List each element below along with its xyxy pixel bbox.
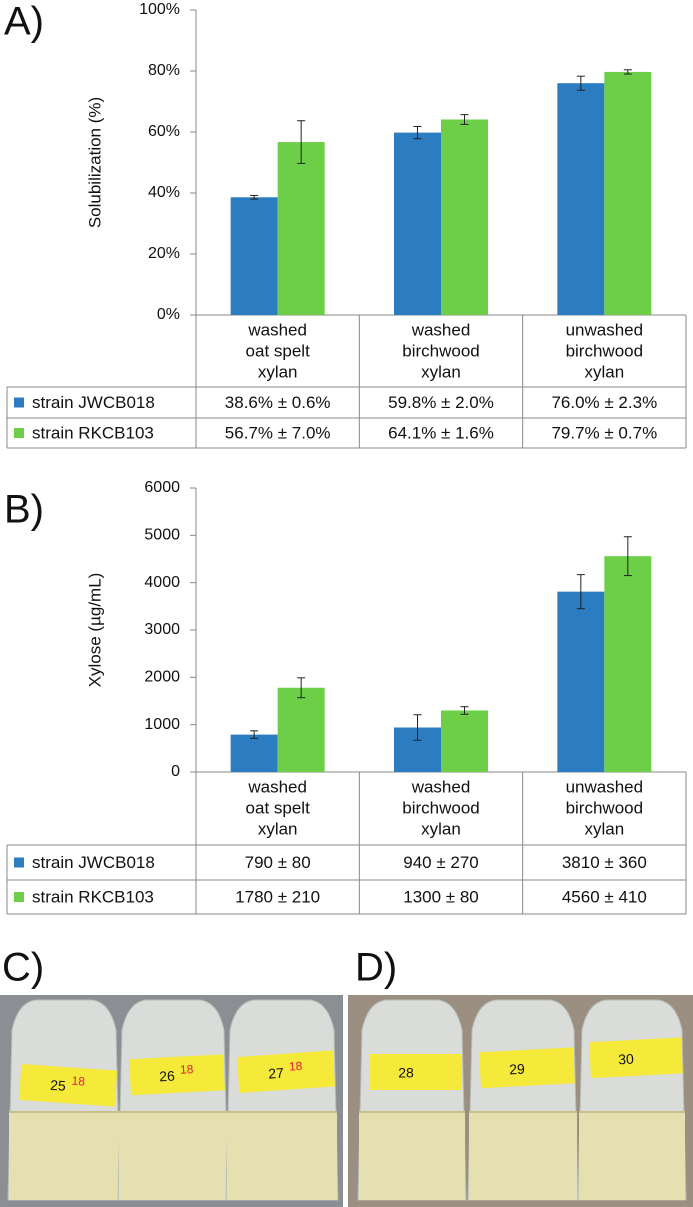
x-category-label: washed xyxy=(411,777,471,796)
y-axis-title: Solubilization (%) xyxy=(85,97,104,228)
legend-swatch xyxy=(14,892,24,902)
x-category-label: birchwood xyxy=(566,798,644,817)
table-value: 79.7% ± 0.7% xyxy=(551,423,657,442)
tube-number: 27 xyxy=(268,1065,285,1082)
tube-number: 26 xyxy=(159,1068,176,1085)
table-value: 790 ± 80 xyxy=(245,853,311,872)
liquid xyxy=(227,1112,337,1200)
legend-label: strain RKCB103 xyxy=(32,887,154,906)
tube-label: 28 xyxy=(370,1054,462,1090)
tube-label: 29 xyxy=(479,1047,575,1089)
y-tick-label: 100% xyxy=(139,1,180,18)
tube-label: 30 xyxy=(589,1037,683,1079)
y-axis-title: Xylose (µg/mL) xyxy=(85,573,104,688)
y-tick-label: 0% xyxy=(157,306,180,323)
label-paper xyxy=(129,1054,225,1096)
tube-number: 30 xyxy=(618,1051,635,1068)
table-value: 3810 ± 360 xyxy=(562,853,647,872)
y-tick-label: 40% xyxy=(148,184,180,201)
table-value: 76.0% ± 2.3% xyxy=(551,393,657,412)
tube-label: 25 18 xyxy=(18,1063,118,1107)
x-category-label: birchwood xyxy=(402,798,480,817)
y-tick-label: 3000 xyxy=(144,621,180,638)
label-paper xyxy=(589,1037,683,1079)
x-category-label: xylan xyxy=(421,362,461,381)
y-tick-label: 20% xyxy=(148,245,180,262)
label-paper xyxy=(370,1054,462,1090)
label-paper xyxy=(236,1050,336,1094)
panel-label: C) xyxy=(2,946,44,990)
liquid xyxy=(359,1112,465,1200)
y-tick-label: 4000 xyxy=(144,574,180,591)
table-value: 940 ± 270 xyxy=(403,853,479,872)
legend-label: strain RKCB103 xyxy=(32,423,154,442)
table-value: 59.8% ± 2.0% xyxy=(388,393,494,412)
bar xyxy=(277,142,325,315)
bar xyxy=(230,734,278,772)
tube-label: 26 18 xyxy=(129,1054,225,1096)
x-category-label: xylan xyxy=(258,819,298,838)
bar xyxy=(277,687,325,772)
x-category-label: washed xyxy=(247,320,307,339)
legend-swatch xyxy=(14,397,24,408)
table-value: 64.1% ± 1.6% xyxy=(388,423,494,442)
panel-label: D) xyxy=(355,946,397,990)
bar xyxy=(441,119,488,316)
y-tick-label: 1000 xyxy=(144,716,180,733)
x-category-label: xylan xyxy=(258,362,298,381)
tube-note: 18 xyxy=(180,1062,194,1077)
x-category-label: washed xyxy=(247,777,307,796)
y-tick-label: 80% xyxy=(148,62,180,79)
x-category-label: xylan xyxy=(584,362,624,381)
legend-swatch xyxy=(14,428,24,438)
label-paper xyxy=(18,1063,118,1107)
bar xyxy=(441,710,488,772)
x-category-label: oat spelt xyxy=(246,341,311,360)
label-paper xyxy=(479,1047,575,1089)
x-category-label: washed xyxy=(411,320,471,339)
tube-number: 28 xyxy=(398,1065,414,1081)
tube-note: 18 xyxy=(288,1059,303,1074)
bar xyxy=(230,197,278,315)
liquid xyxy=(469,1112,577,1200)
panel-label: A) xyxy=(4,0,44,44)
bar xyxy=(604,556,652,772)
table-value: 38.6% ± 0.6% xyxy=(225,393,331,412)
table-value: 4560 ± 410 xyxy=(562,887,647,906)
y-tick-label: 0 xyxy=(171,763,180,780)
x-category-label: unwashed xyxy=(566,320,644,339)
panel-label: B) xyxy=(4,488,44,532)
y-tick-label: 2000 xyxy=(144,669,180,686)
x-category-label: unwashed xyxy=(566,777,644,796)
liquid xyxy=(119,1112,227,1200)
x-category-label: xylan xyxy=(421,819,461,838)
legend-swatch xyxy=(14,857,24,868)
bar xyxy=(557,83,605,315)
y-tick-label: 5000 xyxy=(144,527,180,544)
legend-label: strain JWCB018 xyxy=(32,393,155,412)
y-tick-label: 60% xyxy=(148,123,180,140)
bar xyxy=(604,71,652,315)
bar xyxy=(394,132,441,315)
tube-number: 29 xyxy=(509,1061,526,1078)
legend-label: strain JWCB018 xyxy=(32,853,155,872)
x-category-label: oat spelt xyxy=(246,798,311,817)
x-category-label: birchwood xyxy=(566,341,644,360)
tube-note: 18 xyxy=(71,1074,86,1089)
x-category-label: birchwood xyxy=(402,341,480,360)
table-value: 1300 ± 80 xyxy=(403,887,479,906)
liquid xyxy=(579,1112,685,1200)
x-category-label: xylan xyxy=(584,819,624,838)
liquid xyxy=(9,1112,119,1200)
tube-label: 27 18 xyxy=(236,1050,336,1094)
y-tick-label: 6000 xyxy=(144,479,180,496)
table-value: 56.7% ± 7.0% xyxy=(225,423,331,442)
bar xyxy=(557,591,605,772)
tube-number: 25 xyxy=(50,1077,67,1094)
table-value: 1780 ± 210 xyxy=(235,887,320,906)
